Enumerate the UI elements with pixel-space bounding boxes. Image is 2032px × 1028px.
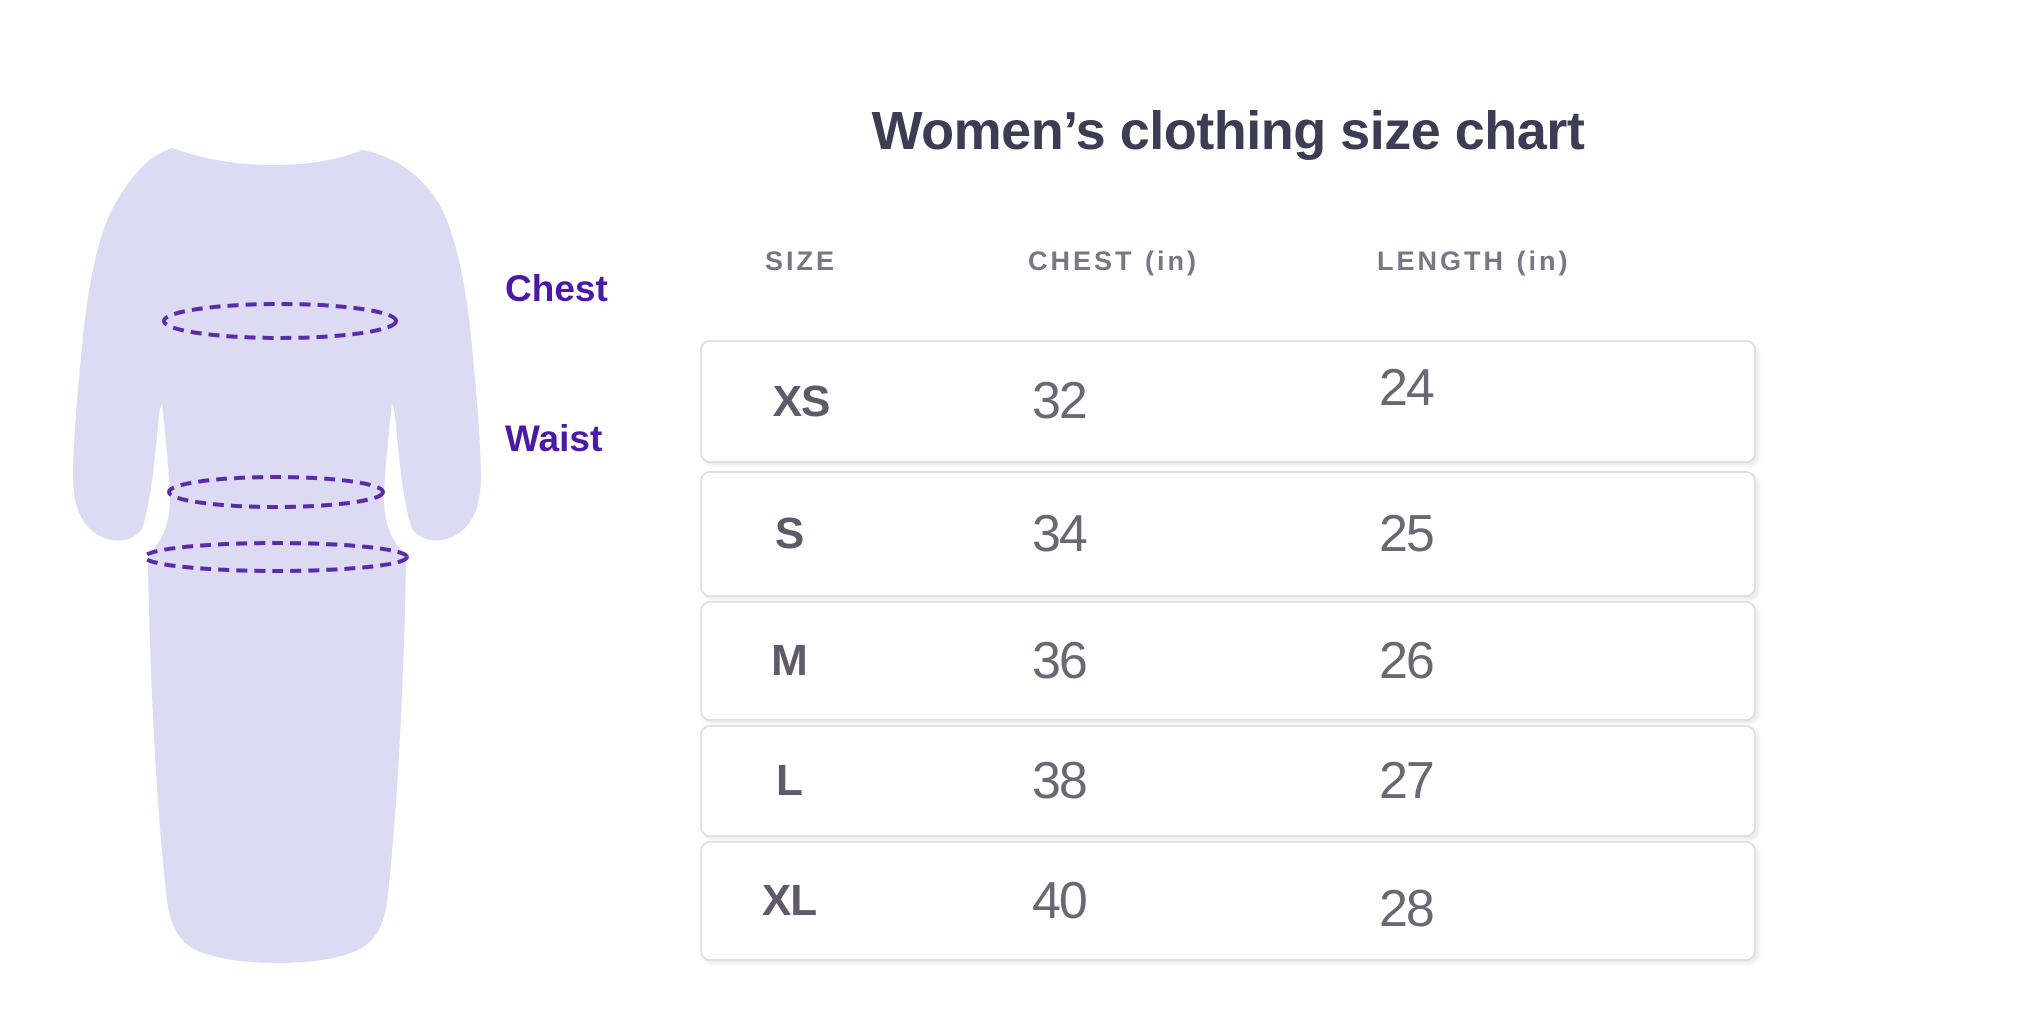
column-header-size: SIZE	[765, 246, 838, 276]
chest-measure-line	[162, 302, 398, 340]
table-row: M 36 26	[700, 601, 1756, 721]
cell-size: L	[776, 756, 803, 805]
table-header-row: SIZE CHEST (in) LENGTH (in)	[700, 246, 1756, 286]
dress-illustration	[73, 148, 481, 963]
waist-measure-line	[167, 475, 385, 509]
cell-length: 25	[1379, 505, 1435, 563]
cell-chest: 36	[1032, 632, 1088, 690]
cell-length: 26	[1379, 632, 1435, 690]
table-row: XL 40 28	[700, 841, 1756, 961]
cell-chest: 34	[1032, 505, 1088, 563]
cell-size: M	[771, 636, 808, 685]
cell-size: XS	[772, 376, 831, 426]
cell-length: 24	[1379, 358, 1435, 417]
table-row: XS 32 24	[700, 340, 1756, 463]
chest-label: Chest	[505, 268, 608, 309]
cell-length: 27	[1379, 752, 1435, 810]
cell-size: S	[774, 509, 804, 558]
cell-chest: 40	[1032, 872, 1088, 930]
page-title: Women’s clothing size chart	[871, 101, 1585, 161]
table-row: S 34 25	[700, 471, 1756, 597]
hip-measure-line	[143, 541, 409, 573]
table-row: L 38 27	[700, 725, 1756, 837]
dress-silhouette	[73, 148, 481, 963]
column-header-length: LENGTH (in)	[1377, 246, 1571, 276]
cell-size: XL	[761, 876, 817, 925]
cell-chest: 32	[1032, 371, 1088, 430]
cell-length: 28	[1379, 880, 1435, 938]
cell-chest: 38	[1032, 752, 1088, 810]
column-header-chest: CHEST (in)	[1028, 246, 1199, 276]
waist-label: Waist	[505, 418, 603, 459]
